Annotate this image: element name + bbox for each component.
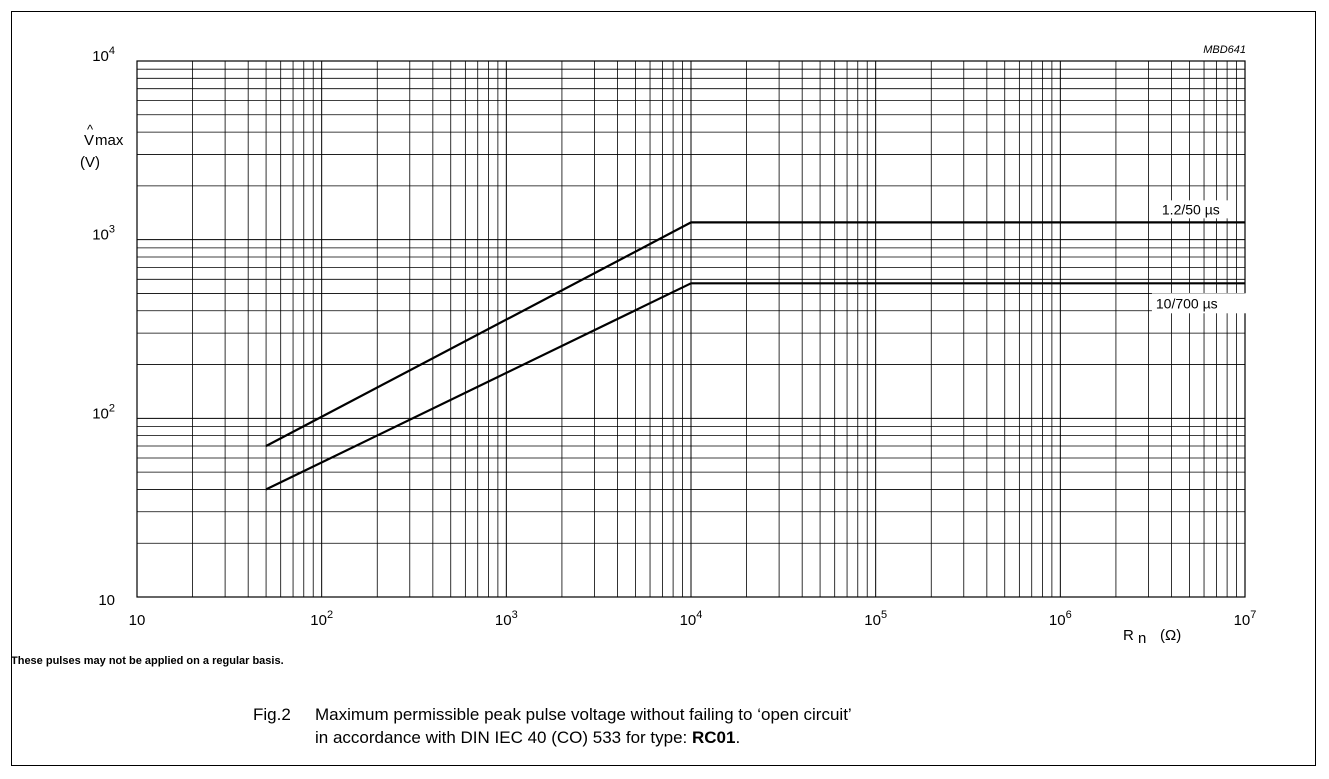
caption-line-1: Maximum permissible peak pulse voltage w… — [315, 705, 852, 724]
svg-text:^: ^ — [87, 122, 94, 137]
y-tick-label: 103 — [92, 224, 115, 244]
x-tick-label: 103 — [495, 609, 518, 629]
svg-text:(Ω): (Ω) — [1160, 627, 1181, 644]
plot-area-border — [136, 60, 1246, 598]
svg-text:R: R — [1123, 627, 1134, 644]
chart-grid — [137, 61, 1245, 597]
svg-text:(V): (V) — [80, 154, 100, 171]
series-line-2 — [265, 282, 1245, 491]
svg-text:n: n — [1138, 630, 1146, 647]
caption-line-2: in accordance with DIN IEC 40 (CO) 533 f… — [315, 726, 740, 749]
y-axis-label: ^ V max (V) — [80, 122, 124, 171]
x-axis-label: R n (Ω) — [1123, 627, 1181, 647]
series-label-bg — [1151, 293, 1250, 314]
figure-number: Fig.2 — [253, 705, 291, 724]
chart-code: MBD641 — [1203, 44, 1246, 56]
caption-line-2-text: in accordance with DIN IEC 40 (CO) 533 f… — [315, 728, 692, 747]
series-layer — [265, 221, 1245, 491]
series-labels: 1.2/50 µs 10/700 µs — [1151, 200, 1250, 314]
caption-type: RC01 — [692, 728, 736, 747]
figure-frame — [11, 11, 1316, 766]
x-tick-label: 106 — [1049, 609, 1072, 629]
x-tick-label: 105 — [864, 609, 887, 629]
y-tick-label: 10 — [98, 592, 115, 609]
footnote: These pulses may not be applied on a reg… — [11, 655, 284, 667]
x-tick-label: 104 — [680, 609, 703, 629]
svg-text:V: V — [84, 132, 94, 149]
x-tick-label: 102 — [310, 609, 333, 629]
series-label-2: 10/700 µs — [1156, 295, 1218, 311]
y-tick-label: 104 — [92, 45, 115, 65]
series-line-1 — [265, 221, 1245, 447]
y-tick-labels: 10 102 103 104 — [92, 45, 115, 609]
x-tick-label: 107 — [1234, 609, 1257, 629]
x-tick-label: 10 — [129, 612, 146, 629]
series-label-1: 1.2/50 µs — [1162, 201, 1220, 217]
svg-text:max: max — [95, 132, 124, 149]
x-tick-labels: 10 102 103 104 105 106 107 — [129, 609, 1257, 629]
caption-period: . — [735, 728, 741, 747]
y-tick-label: 102 — [92, 402, 115, 422]
series-label-bg — [1159, 200, 1228, 219]
